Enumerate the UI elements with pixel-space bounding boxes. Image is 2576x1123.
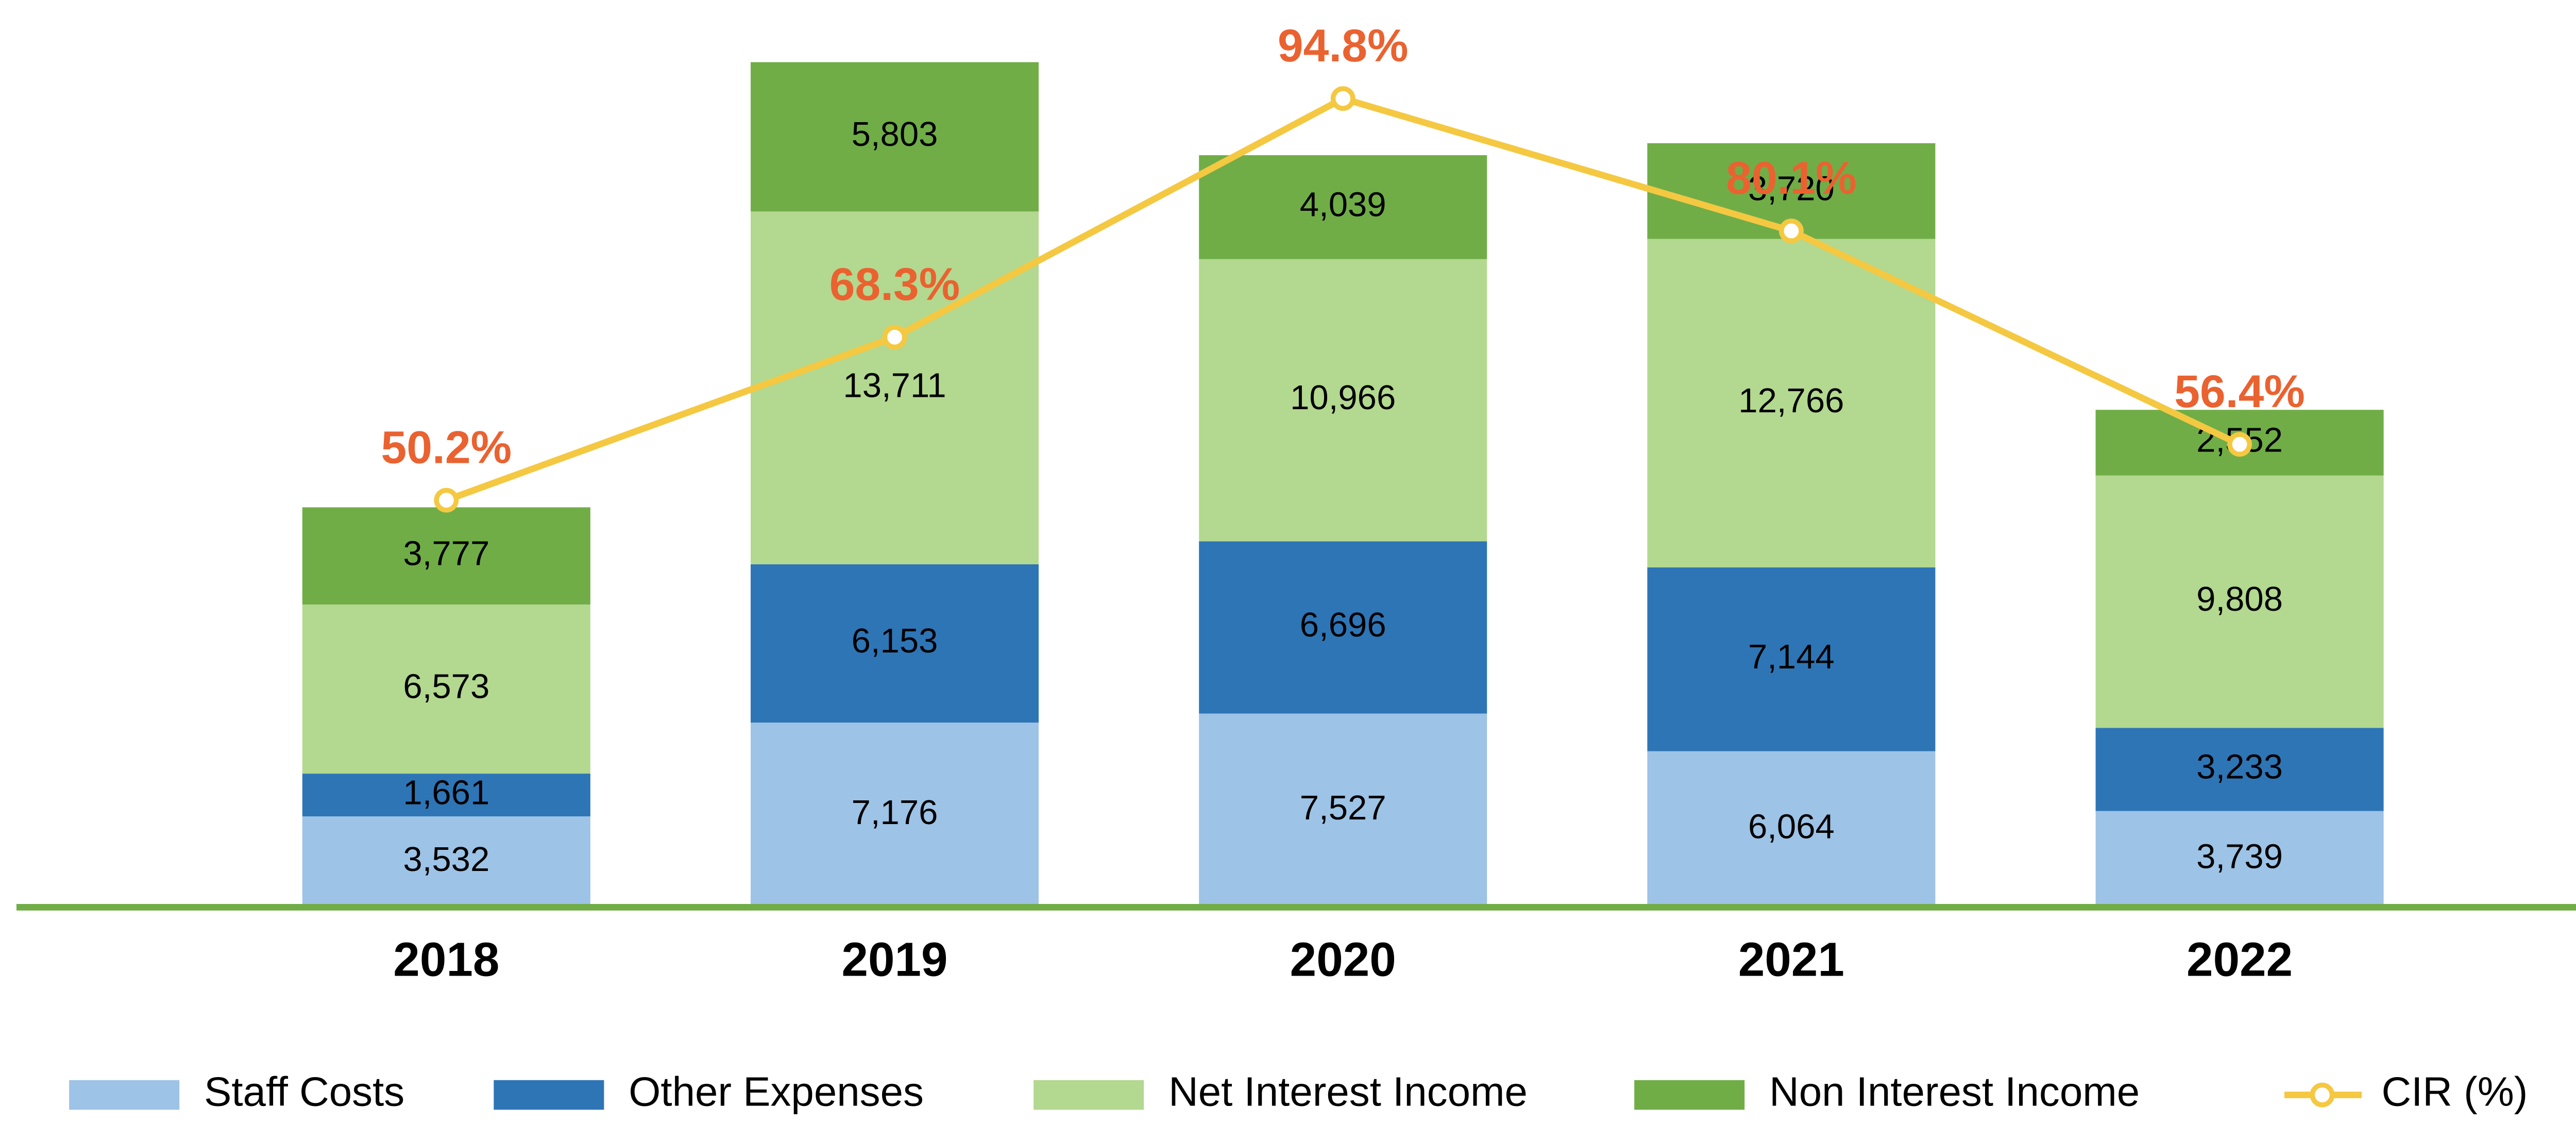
bar-segment: [1647, 751, 1936, 908]
legend-swatch: [1634, 1080, 1745, 1110]
legend-label: CIR (%): [2381, 1069, 2528, 1115]
value-label: 10,966: [1290, 378, 1396, 417]
cir-label: 56.4%: [2174, 365, 2305, 417]
value-label: 3,777: [403, 534, 489, 573]
value-label: 6,153: [852, 622, 938, 660]
bar-segment: [1199, 259, 1487, 542]
bar-segment: [2095, 811, 2384, 908]
bar-segment: [302, 816, 590, 908]
value-label: 6,064: [1748, 808, 1835, 846]
value-label: 3,233: [2196, 748, 2283, 786]
legend-marker: [2310, 1082, 2335, 1108]
value-label: 4,039: [1300, 186, 1386, 224]
line-marker: [434, 488, 459, 513]
x-tick-label: 2022: [2187, 932, 2293, 986]
legend-swatch: [69, 1080, 180, 1110]
cir-label: 80.1%: [1726, 152, 1857, 204]
bar-segment: [2095, 475, 2384, 728]
value-label: 1,661: [403, 773, 489, 812]
value-label: 5,803: [852, 115, 938, 154]
legend-label: Other Expenses: [629, 1069, 924, 1115]
bar-segment: [1199, 713, 1487, 908]
value-label: 6,573: [403, 667, 489, 706]
x-tick-label: 2020: [1290, 932, 1396, 986]
value-label: 3,720: [1748, 169, 1835, 208]
value-label: 3,739: [2196, 837, 2283, 876]
line-marker: [1778, 219, 1804, 244]
cir-label: 94.8%: [1278, 20, 1409, 71]
value-label: 7,527: [1300, 789, 1386, 827]
line-marker: [1330, 86, 1355, 111]
line-marker: [882, 325, 907, 350]
value-label: 12,766: [1738, 381, 1844, 420]
bar-segment: [1647, 567, 1936, 751]
bar-segment: [751, 211, 1039, 564]
legend-label: Non Interest Income: [1769, 1069, 2140, 1115]
legend-swatch: [1033, 1080, 1144, 1110]
bar-segment: [751, 564, 1039, 723]
line-marker: [2227, 432, 2252, 457]
cir-label: 50.2%: [381, 421, 512, 473]
bar-segment: [1647, 239, 1936, 567]
bar-segment: [302, 604, 590, 774]
bar-segment: [1199, 155, 1487, 259]
value-label: 3,532: [403, 840, 489, 879]
value-label: 7,176: [852, 793, 938, 832]
bar-segment: [751, 62, 1039, 212]
value-label: 13,711: [843, 366, 946, 405]
legend-label: Net Interest Income: [1168, 1069, 1528, 1115]
cir-label: 68.3%: [829, 258, 960, 310]
x-tick-label: 2021: [1738, 932, 1844, 986]
legend-swatch: [494, 1080, 604, 1110]
bar-segment: [751, 723, 1039, 908]
bar-segment: [302, 774, 590, 817]
x-tick-label: 2018: [393, 932, 499, 986]
bar-segment: [1199, 541, 1487, 714]
legend-label: Staff Costs: [204, 1069, 404, 1115]
x-tick-label: 2019: [842, 932, 948, 986]
bar-segment: [2095, 728, 2384, 811]
value-label: 6,696: [1300, 606, 1386, 644]
value-label: 7,144: [1748, 638, 1835, 676]
bar-segment: [302, 507, 590, 605]
value-label: 9,808: [2196, 580, 2283, 618]
